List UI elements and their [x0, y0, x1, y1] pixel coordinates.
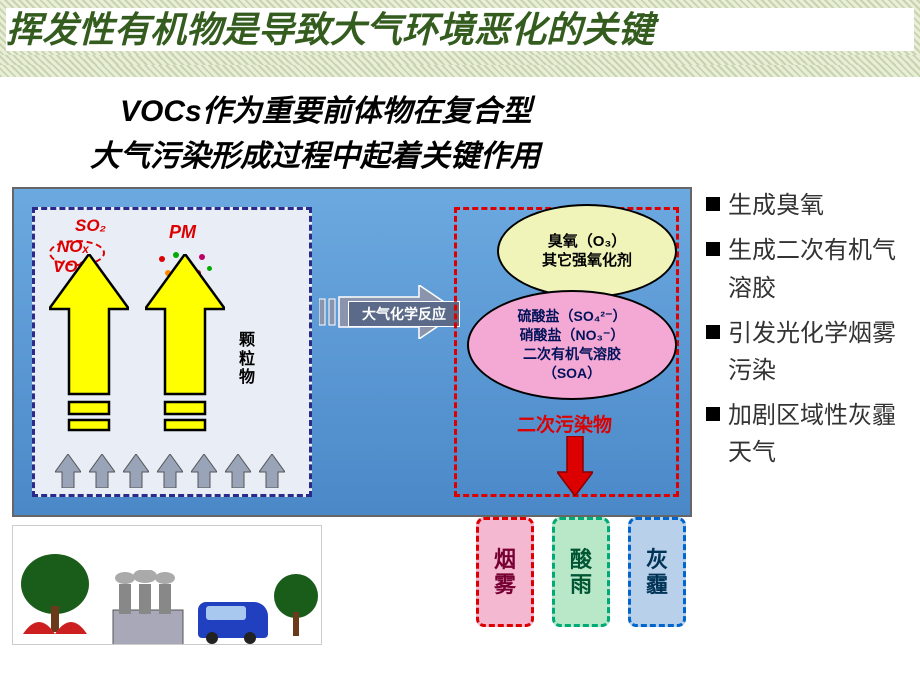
- down-arrow: [557, 436, 593, 501]
- source-arrows: [55, 454, 285, 488]
- particle-label: 颗 粒 物: [231, 332, 265, 387]
- output-boxes: 烟雾 酸雨 灰霾: [476, 517, 686, 627]
- bullet-text: 引发光化学烟雾污染: [728, 315, 908, 389]
- src-arrow-icon: [225, 454, 251, 488]
- content-row: SO₂ NOₓ VOCs PM: [0, 187, 920, 645]
- title-underline: [0, 65, 920, 77]
- output-haze: 灰霾: [628, 517, 686, 627]
- bullet-square-icon: [706, 242, 720, 256]
- sulfate-line-1: 硫酸盐（SO₄²⁻）: [518, 307, 627, 326]
- sulfate-oval: 硫酸盐（SO₄²⁻） 硝酸盐（NO₃⁻） 二次有机气溶胶 （SOA）: [467, 290, 677, 400]
- slide: 挥发性有机物是导致大气环境恶化的关键 VOCs作为重要前体物在复合型 大气污染形…: [0, 0, 920, 690]
- src-arrow-icon: [123, 454, 149, 488]
- output-smog: 烟雾: [476, 517, 534, 627]
- ozone-oval: 臭氧（O₃） 其它强氧化剂: [497, 204, 677, 298]
- src-arrow-icon: [157, 454, 183, 488]
- label-pm: PM: [169, 222, 196, 243]
- slide-subtitle: VOCs作为重要前体物在复合型 大气污染形成过程中起着关键作用: [0, 77, 920, 187]
- bullet-text: 加剧区域性灰霾天气: [728, 397, 908, 471]
- vocs-diagram: SO₂ NOₓ VOCs PM: [12, 187, 692, 517]
- factory-icon: [103, 570, 193, 640]
- bottom-row: 烟雾 酸雨 灰霾: [12, 525, 692, 645]
- secondary-pollutants-label: 二次污染物: [517, 410, 612, 437]
- emission-arrow-2: [145, 254, 215, 444]
- emission-sources-image: [12, 525, 322, 645]
- ozone-line-1: 臭氧（O₃）: [548, 232, 627, 252]
- primary-pollutants-box: SO₂ NOₓ VOCs PM: [32, 207, 312, 497]
- bullet-list: 生成臭氧 生成二次有机气溶胶 引发光化学烟雾污染 加剧区域性灰霾天气: [706, 187, 908, 645]
- label-so2: SO₂: [75, 216, 106, 236]
- bullet-text: 生成臭氧: [728, 187, 824, 224]
- subtitle-line-2: 大气污染形成过程中起着关键作用: [90, 134, 860, 179]
- slide-title: 挥发性有机物是导致大气环境恶化的关键: [0, 0, 920, 67]
- sulfate-line-4: （SOA）: [543, 364, 601, 383]
- diagram-column: SO₂ NOₓ VOCs PM: [12, 187, 692, 645]
- src-arrow-icon: [259, 454, 285, 488]
- bullet-item: 生成二次有机气溶胶: [706, 232, 908, 306]
- tree-icon: [271, 570, 321, 640]
- car-icon: [198, 602, 268, 638]
- particle-char: 颗: [231, 332, 265, 350]
- sulfate-line-3: 二次有机气溶胶: [523, 345, 621, 364]
- bullet-item: 加剧区域性灰霾天气: [706, 397, 908, 471]
- reaction-label: 大气化学反应: [348, 301, 460, 327]
- subtitle-line-1: VOCs作为重要前体物在复合型: [120, 89, 860, 134]
- secondary-pollutants-box: 臭氧（O₃） 其它强氧化剂 硫酸盐（SO₄²⁻） 硝酸盐（NO₃⁻） 二次有机气…: [454, 207, 679, 497]
- bullet-square-icon: [706, 197, 720, 211]
- src-arrow-icon: [89, 454, 115, 488]
- particle-char: 粒: [231, 351, 265, 369]
- bullet-square-icon: [706, 325, 720, 339]
- tree-icon: [19, 550, 99, 640]
- emission-arrow-1: [49, 254, 119, 444]
- bullet-text: 生成二次有机气溶胶: [728, 232, 908, 306]
- src-arrow-icon: [191, 454, 217, 488]
- sulfate-line-2: 硝酸盐（NO₃⁻）: [520, 326, 625, 345]
- output-acid-rain: 酸雨: [552, 517, 610, 627]
- bullet-item: 引发光化学烟雾污染: [706, 315, 908, 389]
- particle-char: 物: [231, 369, 265, 387]
- src-arrow-icon: [55, 454, 81, 488]
- bullet-item: 生成臭氧: [706, 187, 908, 224]
- ozone-line-2: 其它强氧化剂: [542, 251, 632, 271]
- bullet-square-icon: [706, 407, 720, 421]
